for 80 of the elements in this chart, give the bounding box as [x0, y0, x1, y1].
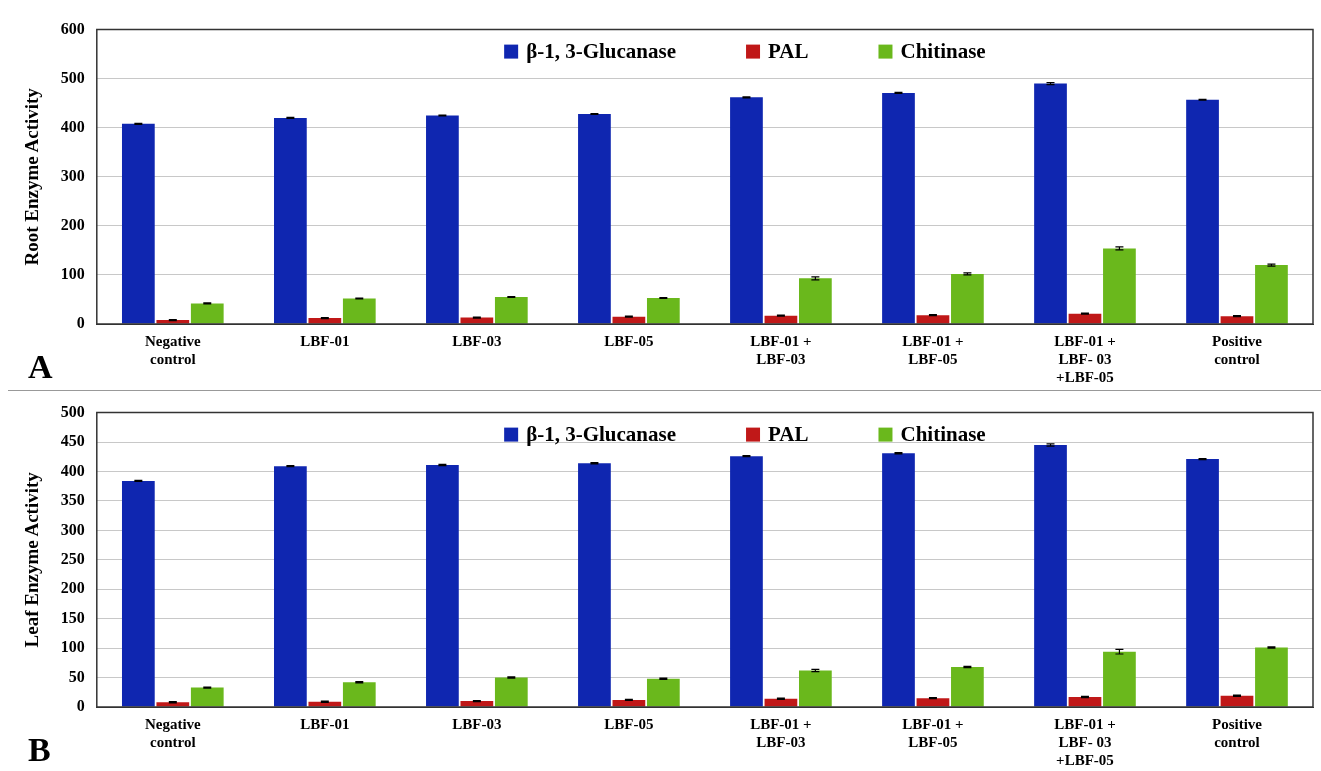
bar: [1255, 265, 1288, 324]
x-tick-label: LBF-01: [300, 332, 350, 349]
x-tick-label: Positive control: [1211, 332, 1263, 367]
legend-label: PAL: [768, 39, 809, 64]
bar: [494, 297, 528, 324]
bar: [1103, 248, 1136, 324]
y-tick-label: 500: [60, 402, 85, 420]
x-tick-label: Negative control: [144, 715, 202, 750]
y-tick-label: 0: [76, 314, 85, 332]
bar: [951, 666, 984, 707]
bar: [1186, 99, 1219, 324]
bar: [342, 298, 376, 324]
bar: [882, 453, 915, 707]
y-tick-label: 400: [60, 461, 85, 479]
x-tick-label: LBF-01 + LBF-03: [750, 715, 812, 750]
bar: [274, 117, 307, 324]
x-tick-label: Negative control: [144, 332, 202, 367]
y-tick-label: 450: [60, 432, 85, 450]
bar: [882, 92, 915, 324]
bar: [426, 115, 459, 324]
y-tick-label: 0: [76, 697, 85, 715]
bar: [916, 698, 950, 707]
y-axis-title: Root Enzyme Activity: [21, 87, 43, 266]
legend-label: Chitinase: [900, 39, 986, 64]
bar: [646, 298, 680, 324]
y-tick-label: 100: [60, 638, 85, 656]
legend-label: β-1, 3-Glucanase: [526, 39, 677, 64]
text: A: [28, 347, 53, 385]
bar: [578, 114, 611, 324]
y-tick-label: 250: [60, 549, 85, 567]
bar: [916, 315, 950, 324]
bar: [951, 273, 984, 324]
bar: [799, 278, 832, 324]
y-tick-label: 400: [60, 117, 85, 135]
y-tick-label: 600: [60, 19, 85, 37]
legend-label: Chitinase: [900, 422, 986, 447]
bar: [494, 677, 528, 707]
x-tick-label: LBF-01 + LBF-05: [902, 715, 964, 750]
bar: [799, 670, 832, 707]
x-tick-label: LBF-01 + LBF- 03 +LBF-05: [1054, 332, 1116, 385]
x-tick-label: LBF-05: [604, 715, 654, 732]
x-tick-label: LBF-01 + LBF-05: [902, 332, 964, 367]
bar: [1103, 651, 1136, 707]
x-tick-label: LBF-01: [300, 715, 350, 732]
bar: [1034, 444, 1067, 707]
bar: [121, 480, 155, 707]
y-tick-label: 50: [68, 667, 85, 685]
bar: [646, 678, 680, 707]
y-tick-label: 200: [60, 216, 85, 234]
x-tick-label: LBF-01 + LBF- 03 +LBF-05: [1054, 715, 1116, 768]
x-tick-label: LBF-01 + LBF-03: [750, 332, 812, 367]
bar: [1220, 316, 1254, 324]
x-tick-label: LBF-03: [452, 715, 502, 732]
y-tick-label: 200: [60, 579, 85, 597]
bar: [274, 466, 307, 707]
legend-label: β-1, 3-Glucanase: [526, 422, 677, 447]
y-axis-title: Leaf Enzyme Activity: [21, 471, 43, 648]
x-tick-label: Positive control: [1211, 715, 1263, 750]
bar: [190, 303, 224, 324]
bar: [121, 123, 155, 324]
bar: [1034, 83, 1067, 324]
bar: [730, 97, 763, 324]
x-tick-label: LBF-03: [452, 332, 502, 349]
legend-label: PAL: [768, 422, 809, 447]
bar: [1255, 647, 1288, 707]
bar: [578, 463, 611, 707]
text: B: [28, 730, 51, 768]
x-tick-label: LBF-05: [604, 332, 654, 349]
bar: [426, 465, 459, 707]
bar: [1068, 696, 1102, 707]
y-tick-label: 300: [60, 166, 85, 184]
bar: [1186, 459, 1219, 707]
y-tick-label: 100: [60, 265, 85, 283]
y-tick-label: 150: [60, 608, 85, 626]
y-tick-label: 300: [60, 520, 85, 538]
bar: [730, 456, 763, 707]
bar: [190, 687, 224, 707]
y-tick-label: 500: [60, 68, 85, 86]
y-tick-label: 350: [60, 491, 85, 509]
bar: [342, 682, 376, 707]
